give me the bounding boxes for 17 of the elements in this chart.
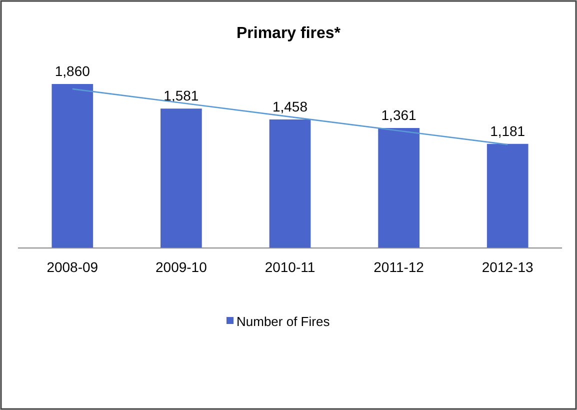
bar: [160, 108, 202, 248]
chart-title: Primary fires*: [236, 25, 342, 42]
x-tick-label: 2010-11: [264, 259, 316, 275]
data-label: 1,581: [164, 88, 199, 104]
data-label: 1,458: [272, 98, 308, 114]
data-label: 1,361: [381, 107, 417, 123]
data-label: 1,860: [54, 63, 90, 79]
x-tick-label: 2008-09: [46, 259, 98, 275]
bar: [52, 84, 94, 248]
bar: [269, 119, 311, 248]
bar: [378, 128, 420, 248]
data-label: 1,181: [490, 122, 526, 139]
x-tick-label: 2009-10: [156, 259, 208, 275]
legend-label: Number of Fires: [236, 314, 330, 329]
x-tick-label: 2012-13: [482, 259, 534, 275]
bar: [486, 144, 528, 248]
x-tick-label: 2011-12: [374, 259, 424, 275]
